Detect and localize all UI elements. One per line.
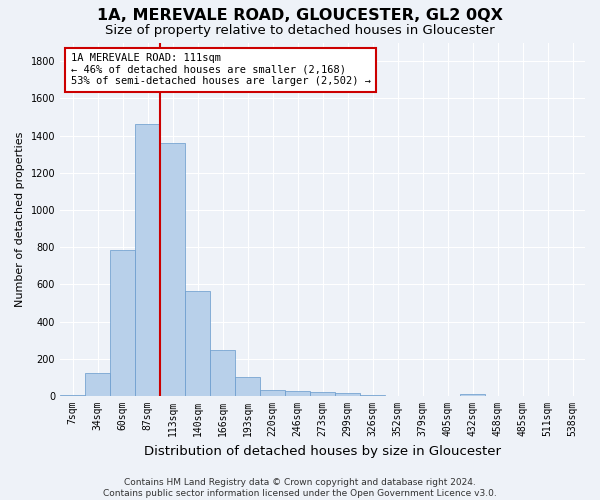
Bar [135,124,160,396]
Bar [160,143,185,396]
Bar [110,250,135,396]
Bar [360,395,385,396]
Bar [85,373,110,396]
Text: 1A, MEREVALE ROAD, GLOUCESTER, GL2 0QX: 1A, MEREVALE ROAD, GLOUCESTER, GL2 0QX [97,8,503,22]
Bar [185,291,210,396]
Bar [210,350,235,396]
Bar [60,395,85,396]
X-axis label: Distribution of detached houses by size in Gloucester: Distribution of detached houses by size … [144,444,501,458]
Y-axis label: Number of detached properties: Number of detached properties [15,132,25,307]
Bar [310,392,335,396]
Text: 1A MEREVALE ROAD: 111sqm
← 46% of detached houses are smaller (2,168)
53% of sem: 1A MEREVALE ROAD: 111sqm ← 46% of detach… [71,53,371,86]
Bar [460,394,485,396]
Text: Size of property relative to detached houses in Gloucester: Size of property relative to detached ho… [105,24,495,37]
Text: Contains HM Land Registry data © Crown copyright and database right 2024.
Contai: Contains HM Land Registry data © Crown c… [103,478,497,498]
Bar [285,392,310,396]
Bar [335,394,360,396]
Bar [235,376,260,396]
Bar [260,390,285,396]
